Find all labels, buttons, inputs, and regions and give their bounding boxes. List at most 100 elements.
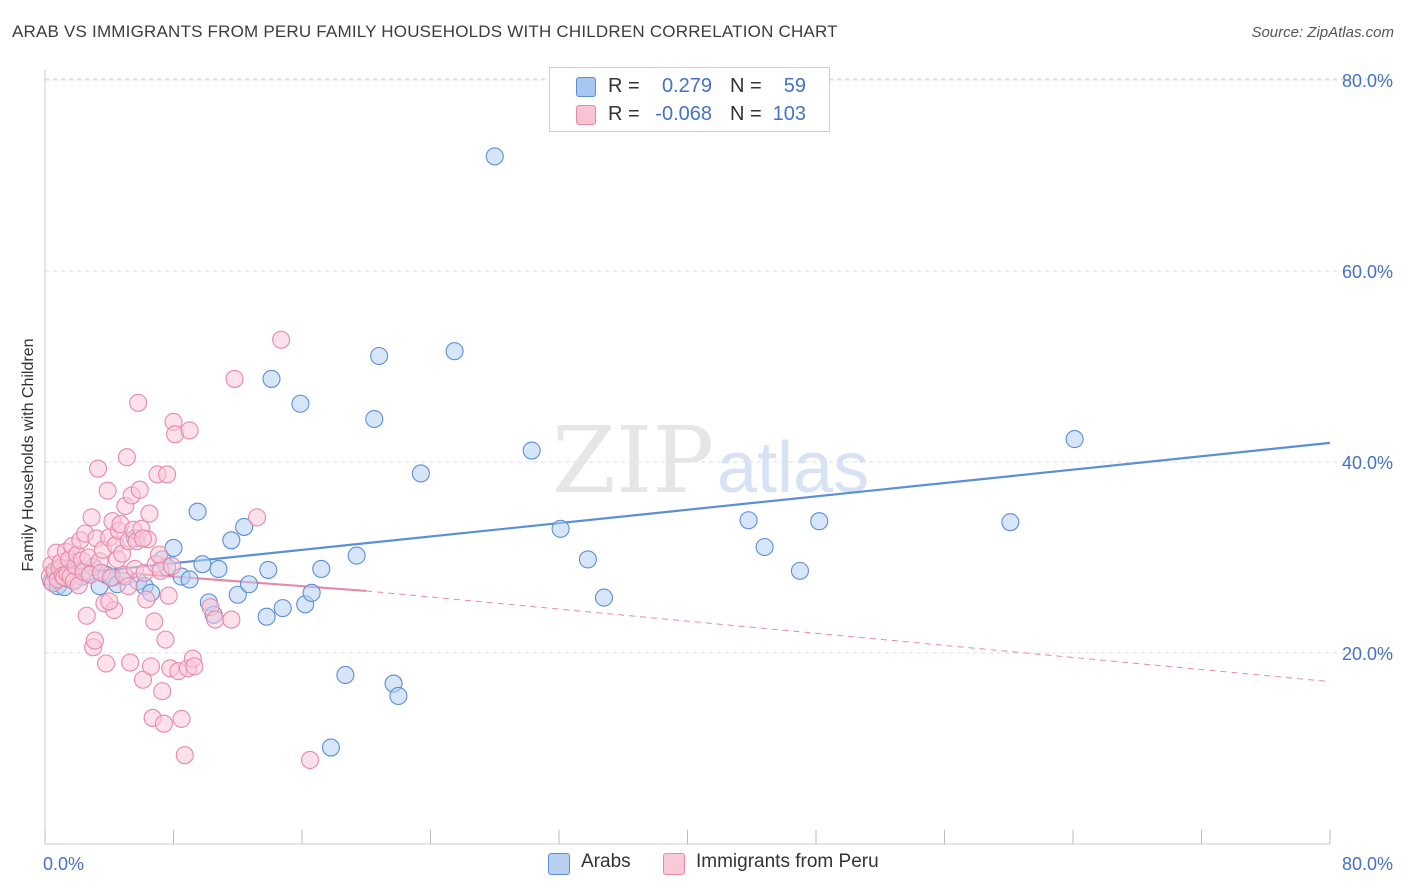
- watermark-zip: ZIP: [552, 407, 714, 514]
- peru-point: [206, 610, 225, 629]
- x-tick-label: 80.0%: [1342, 854, 1393, 874]
- arab-point: [389, 686, 408, 706]
- arab-point: [273, 599, 292, 618]
- peru-point: [141, 657, 161, 676]
- peru-point: [247, 508, 267, 527]
- arab-point: [1065, 430, 1084, 449]
- peru-point: [137, 590, 156, 609]
- arab-point: [739, 511, 758, 530]
- stats-legend: R = 0.279 N = 59 R = -0.068 N = 103: [549, 67, 830, 132]
- r-label: R =: [608, 103, 640, 125]
- arab-point: [257, 607, 276, 626]
- arab-point: [365, 409, 384, 429]
- n-value: 103: [772, 103, 806, 125]
- peru-point: [272, 330, 291, 349]
- peru-point: [180, 421, 199, 440]
- y-tick-label: 40.0%: [1342, 453, 1393, 473]
- peru-point: [162, 557, 181, 576]
- axes: [44, 70, 1331, 845]
- arab-point: [594, 588, 614, 607]
- r-value: -0.068: [655, 103, 712, 125]
- n-label: N =: [730, 103, 762, 125]
- peru-point: [158, 465, 177, 484]
- peru-swatch: [576, 105, 596, 125]
- arab-point: [411, 464, 430, 483]
- peru-legend-label: Immigrants from Peru: [696, 851, 879, 872]
- arab-point: [193, 555, 212, 574]
- arab-point: [239, 575, 259, 594]
- peru-point: [153, 682, 172, 701]
- grid-lines: [45, 78, 1392, 654]
- legend-row-peru: R = -0.068 N = 103: [550, 100, 829, 130]
- data-points: [40, 147, 1084, 770]
- arab-point: [1001, 513, 1020, 532]
- arab-point: [551, 519, 570, 538]
- y-axis-title: Family Households with Children: [20, 339, 37, 572]
- arab-point: [578, 550, 597, 569]
- peru-point: [300, 750, 320, 770]
- trend-line: [44, 441, 1331, 578]
- peru-point: [100, 592, 119, 611]
- arab-point: [485, 147, 504, 166]
- arab-point: [180, 570, 199, 589]
- peru-point: [129, 393, 148, 412]
- arab-point: [228, 585, 247, 604]
- chart-title: ARAB VS IMMIGRANTS FROM PERU FAMILY HOUS…: [12, 22, 838, 41]
- peru-point: [140, 504, 159, 523]
- arab-point: [259, 560, 278, 579]
- arab-point: [235, 517, 254, 536]
- peru-point: [133, 529, 153, 548]
- peru-point: [172, 709, 191, 728]
- peru-point: [117, 448, 136, 467]
- peru-point: [185, 657, 204, 676]
- arabs-legend-label: Arabs: [581, 851, 631, 872]
- arab-point: [302, 583, 321, 602]
- arab-point: [790, 561, 809, 580]
- y-tick-label: 80.0%: [1342, 71, 1393, 91]
- arab-point: [755, 537, 774, 557]
- arabs-swatch: [576, 77, 596, 97]
- arab-point: [347, 546, 366, 565]
- arab-point: [370, 346, 389, 366]
- x-tick-labels: 0.0% 80.0%: [43, 854, 1393, 874]
- watermark-atlas: atlas: [717, 428, 869, 508]
- arab-point: [810, 512, 829, 531]
- r-value: 0.279: [661, 75, 712, 97]
- peru-point: [225, 369, 244, 388]
- arab-point: [262, 369, 281, 388]
- peru-point: [222, 610, 241, 629]
- peru-point: [119, 577, 138, 596]
- peru-point: [159, 586, 178, 605]
- peru-point: [82, 508, 101, 527]
- arab-point: [222, 531, 241, 550]
- n-label: N =: [730, 75, 762, 97]
- y-tick-label: 20.0%: [1342, 644, 1393, 664]
- y-tick-label: 60.0%: [1342, 262, 1393, 282]
- n-value: 59: [783, 75, 806, 97]
- arabs-legend-swatch: [548, 853, 570, 875]
- legend-row-arabs: R = 0.279 N = 59: [550, 72, 829, 102]
- arab-point: [445, 342, 464, 361]
- trend-line-dashed: [366, 590, 1331, 683]
- arab-point: [321, 738, 340, 757]
- peru-point: [121, 653, 140, 672]
- peru-point: [88, 459, 108, 478]
- x-tick-label: 0.0%: [43, 854, 84, 874]
- arab-point: [312, 559, 331, 579]
- peru-point: [85, 631, 104, 650]
- r-label: R =: [608, 75, 640, 97]
- arab-point: [209, 559, 228, 579]
- peru-legend-swatch: [663, 853, 685, 875]
- peru-point: [96, 654, 116, 673]
- peru-point: [98, 481, 117, 500]
- peru-point: [175, 746, 194, 765]
- peru-point: [154, 714, 173, 733]
- peru-point: [156, 630, 175, 649]
- peru-point: [77, 606, 96, 625]
- source-label: Source: ZipAtlas.com: [1251, 24, 1394, 41]
- arab-point: [188, 502, 207, 521]
- arab-point: [291, 394, 310, 413]
- y-tick-labels: 20.0% 40.0% 60.0% 80.0%: [1342, 71, 1393, 664]
- peru-point: [130, 480, 149, 499]
